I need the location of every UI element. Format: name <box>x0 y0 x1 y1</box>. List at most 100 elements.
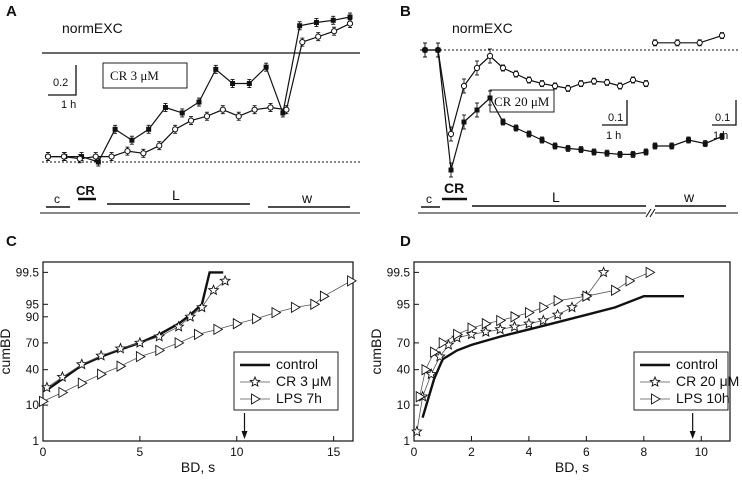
marker-b-1-13 <box>591 149 597 155</box>
scale-bar-b1 <box>602 100 628 126</box>
series-a-line-0 <box>48 16 351 163</box>
star-marker-c-11 <box>219 274 232 286</box>
marker-b-1-4 <box>474 107 480 113</box>
marker-b-0-20 <box>696 39 703 46</box>
marker-b-0-19 <box>674 39 681 46</box>
marker-b-1-6 <box>500 119 506 125</box>
triangle-marker-c-8 <box>194 328 204 341</box>
triangle-marker-d-11 <box>553 294 564 307</box>
legend-triangle-c <box>251 393 261 405</box>
scale-bar-b2-v: 0.1 <box>715 112 730 124</box>
marker-b-0-15 <box>616 82 624 90</box>
scale-bar-a <box>48 65 77 96</box>
y-tick-label-c-4: 90 <box>26 310 40 324</box>
triangle-marker-d-14 <box>625 275 636 287</box>
star-marker-c-10 <box>207 284 220 296</box>
star-marker-d-12 <box>551 308 564 320</box>
panel-d: D 0 2 4 6 8 10 1 10 40 70 95 99.5 BD, s cumBD controlC… <box>368 233 739 475</box>
drug-box-a <box>102 62 188 89</box>
marker-a-1-17 <box>315 33 322 40</box>
y-tick-label-d-5: 99.5 <box>387 265 411 279</box>
marker-b-1-11 <box>565 145 571 151</box>
legend-box-d <box>633 351 729 411</box>
legend-label-c-1: CR 3 μM <box>276 373 332 389</box>
marker-a-1-13 <box>251 106 258 113</box>
star-marker-c-1 <box>56 370 69 383</box>
triangle-marker-c-16 <box>347 275 357 287</box>
star-marker-d-9 <box>508 320 521 332</box>
panel-b-title: normEXC <box>452 20 513 36</box>
x-tick-label-d-4: 4 <box>526 445 533 459</box>
marker-b-1-2 <box>448 167 454 173</box>
legend-label-c-0: control <box>276 356 318 372</box>
scale-bar-a-h: 1 h <box>61 99 76 111</box>
panel-b-plot <box>421 32 726 178</box>
triangle-marker-c-10 <box>232 317 243 330</box>
marker-b-1-19 <box>669 143 675 149</box>
y-tick-label-c-6: 99.5 <box>16 265 40 279</box>
star-marker-d-11 <box>537 314 550 326</box>
legend-label-d-1: CR 20 μM <box>676 373 739 389</box>
marker-b-1-14 <box>604 150 610 156</box>
marker-b-0-18 <box>651 39 659 46</box>
x-tick-label-d-6: 6 <box>583 445 590 459</box>
panel-a-label: A <box>6 3 17 20</box>
x-tick-label-c-5: 5 <box>137 445 144 459</box>
marker-a-1-19 <box>346 20 354 27</box>
marker-b-1-5 <box>487 95 493 101</box>
marker-b-1-20 <box>686 137 691 143</box>
y-tick-label-d-2: 40 <box>397 363 411 377</box>
series-c-line-1 <box>46 280 226 388</box>
triangle-marker-d-10 <box>539 301 550 314</box>
marker-b-1-15 <box>617 151 623 157</box>
y-axis-label-c: cumBD <box>0 329 13 375</box>
marker-b-0-17 <box>642 80 650 87</box>
marker-b-0-9 <box>538 80 546 87</box>
marker-a-1-10 <box>203 113 211 120</box>
marker-b-1-7 <box>513 125 519 131</box>
y-tick-label-d-4: 95 <box>397 297 411 311</box>
marker-a-0-6 <box>146 126 152 132</box>
axis-break-2 <box>649 208 656 218</box>
triangle-marker-c-3 <box>97 368 107 380</box>
triangle-marker-c-9 <box>213 323 224 336</box>
triangle-marker-d-7 <box>496 314 507 327</box>
legend-label-c-2: LPS 7h <box>276 390 322 406</box>
marker-b-0-7 <box>512 70 520 78</box>
marker-b-1-17 <box>643 149 649 155</box>
star-marker-c-8 <box>184 310 197 322</box>
x-axis-label-c: BD, s <box>181 459 215 475</box>
bar-a-l-label: L <box>172 187 180 203</box>
drug-box-a-text: CR 3 μM <box>110 68 159 83</box>
marker-b-1-18 <box>652 143 658 149</box>
marker-b-1-16 <box>630 151 636 157</box>
marker-a-0-8 <box>179 110 185 116</box>
triangle-marker-d-1 <box>421 363 432 376</box>
marker-a-1-7 <box>156 142 163 149</box>
panel-a-plot <box>44 12 354 167</box>
x-tick-label-d-8: 8 <box>640 445 647 459</box>
triangle-marker-c-11 <box>252 312 262 325</box>
marker-b-1-3 <box>461 119 467 125</box>
star-marker-d-10 <box>523 317 535 329</box>
scale-bar-b2 <box>712 100 737 126</box>
plot-frame-c <box>42 261 354 442</box>
triangle-marker-c-15 <box>319 290 330 302</box>
triangle-marker-c-6 <box>155 344 166 357</box>
legend-label-d-2: LPS 10h <box>676 390 730 406</box>
star-marker-d-13 <box>566 301 578 313</box>
triangle-marker-d-3 <box>438 337 449 349</box>
marker-a-0-10 <box>213 66 219 72</box>
triangle-marker-d-4 <box>453 328 463 341</box>
star-marker-d-2 <box>425 368 438 380</box>
marker-b-1-8 <box>526 131 532 137</box>
triangle-marker-c-2 <box>77 377 88 389</box>
bar-b-c-label: c <box>426 192 432 206</box>
triangle-marker-c-1 <box>58 386 69 399</box>
triangle-marker-c-0 <box>39 395 49 408</box>
marker-a-1-4 <box>108 153 115 160</box>
star-marker-c-2 <box>75 358 88 370</box>
